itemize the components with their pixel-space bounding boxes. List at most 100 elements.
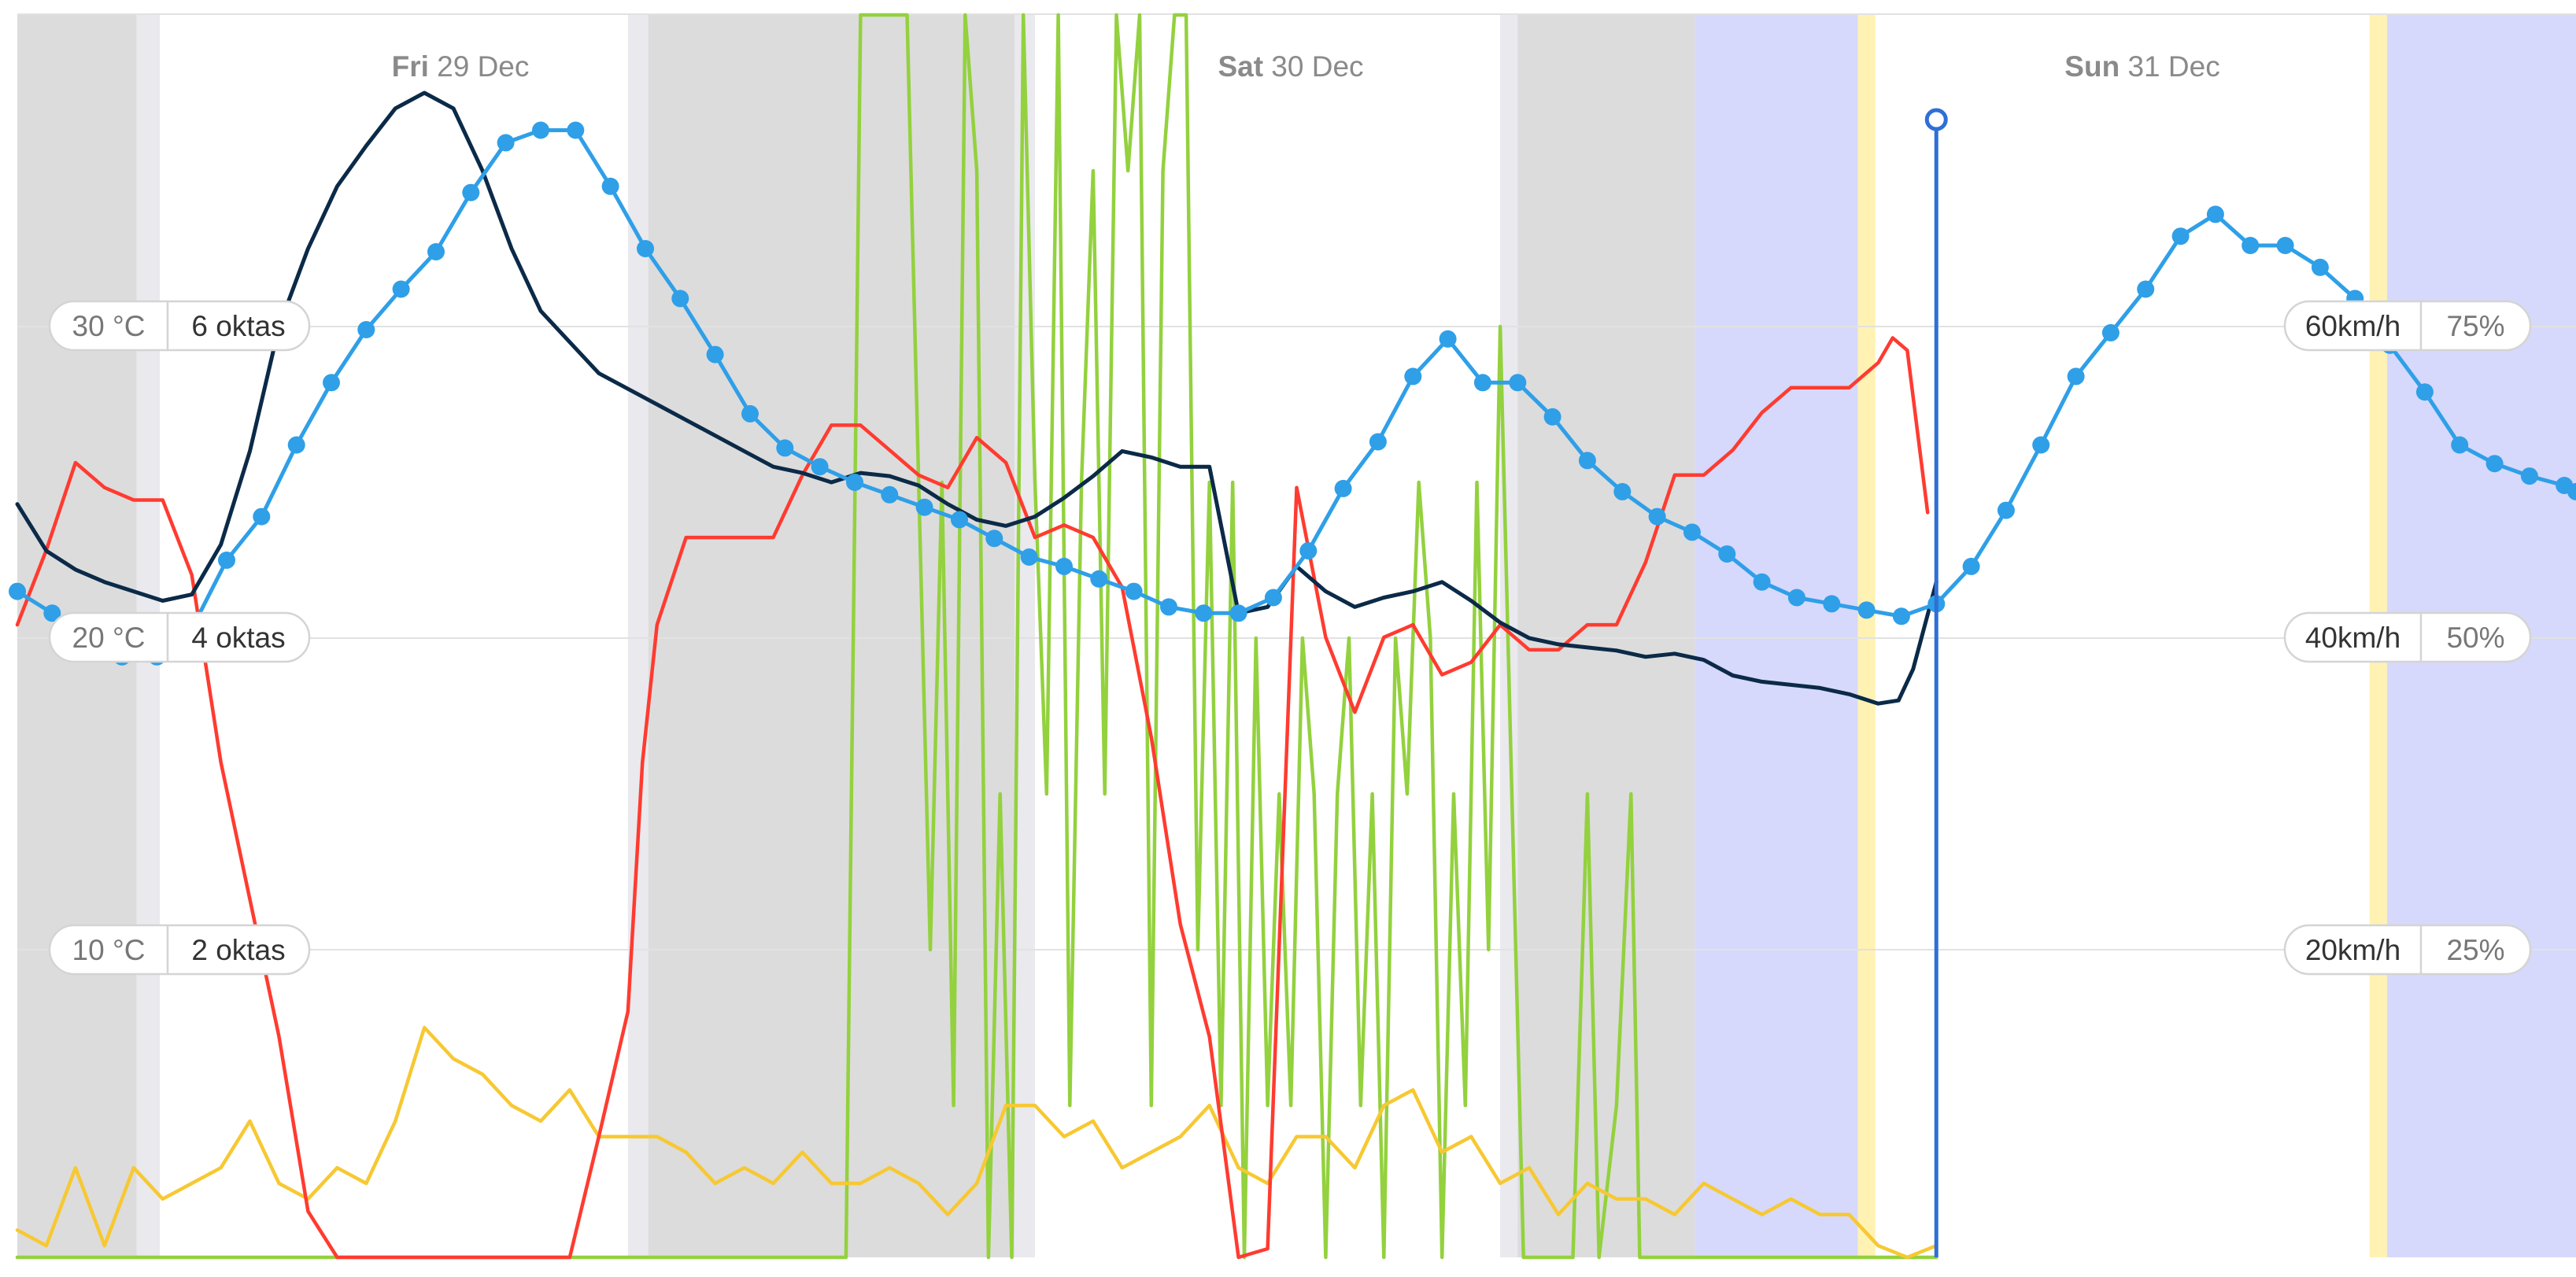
temperature-point [2067, 367, 2085, 386]
temperature-point [287, 436, 305, 454]
temperature-point [427, 243, 445, 260]
temperature-point [43, 604, 61, 622]
right-axis-label-bg [2283, 924, 2532, 976]
temperature-point [462, 183, 480, 201]
left-axis-label-left: 30 °C [72, 310, 146, 342]
day-night-bands [17, 14, 2576, 1257]
temperature-point [601, 177, 619, 195]
temperature-point [1369, 433, 1387, 451]
left-axis-label-right: 2 oktas [191, 934, 285, 966]
temperature-point [846, 474, 863, 491]
left-axis-label: 10 °C 2 oktas [48, 924, 311, 976]
now-marker[interactable] [1924, 108, 1948, 1257]
temperature-point [1090, 570, 1108, 588]
band-night [1517, 14, 1695, 1257]
day-labels: Fri 29 Dec Sat 30 Dec Sun 31 Dec [392, 50, 2220, 83]
temperature-point [2567, 482, 2576, 500]
left-axis-label: 30 °C 6 oktas [48, 300, 311, 352]
temperature-point [1509, 374, 1527, 392]
left-axis-label-left: 20 °C [72, 622, 146, 654]
temperature-point [2485, 455, 2504, 473]
day-label: Sat 30 Dec [1218, 50, 1363, 83]
day-label-date: 30 Dec [1263, 50, 1364, 83]
series-line-humidity-pct [15, 336, 1930, 1260]
temperature-point [706, 345, 724, 364]
temperature-point [1439, 330, 1457, 348]
right-axis-label-right: 75% [2446, 310, 2504, 342]
grid-lines [17, 13, 2576, 950]
temperature-point [881, 485, 899, 504]
right-axis-label: 60km/h 75% [2283, 300, 2532, 352]
band-forecast_night [1695, 14, 1858, 1257]
temperature-point [1648, 507, 1666, 526]
temperature-point [1753, 573, 1771, 591]
temperature-point [1125, 582, 1143, 600]
temperature-point [9, 582, 26, 600]
temperature-point [1404, 367, 1422, 386]
series-line-wind-kmh [15, 1025, 1938, 1260]
temperature-point [915, 498, 933, 516]
plot-background [17, 14, 2576, 1257]
series-line-feels-like-c [15, 90, 1938, 706]
temperature-point [1055, 557, 1073, 575]
temperature-point [741, 404, 759, 423]
temperature-point [2276, 237, 2294, 254]
series-line-cloud-oktas [15, 13, 1938, 1260]
temperature-point [1857, 601, 1876, 619]
temperature-point [253, 507, 271, 526]
temperature-point [218, 552, 235, 569]
temperature-point [2137, 280, 2155, 298]
temperature-point [1543, 408, 1561, 426]
temperature-point [567, 121, 585, 139]
left-axis-label-left: 10 °C [72, 934, 146, 966]
temperature-point [1718, 545, 1736, 563]
temperature-point [1020, 548, 1038, 566]
series-lines [9, 13, 2576, 1260]
temperature-point [1962, 557, 1980, 575]
temperature-point [2206, 205, 2224, 223]
right-axis-label-left: 60km/h [2305, 310, 2400, 342]
left-axis-label-bg [48, 611, 311, 663]
temperature-point [1160, 598, 1177, 616]
right-axis-label: 40km/h 50% [2283, 611, 2532, 663]
temperature-point [323, 374, 340, 392]
right-axis-label: 20km/h 25% [2283, 924, 2532, 976]
temperature-point [951, 511, 968, 529]
temperature-point [2415, 383, 2434, 401]
right-axis-label-bg [2283, 611, 2532, 663]
temperature-point [811, 458, 829, 476]
temperature-point [2451, 436, 2469, 454]
day-label-weekday: Fri [392, 50, 429, 83]
right-axis-label-right: 25% [2446, 934, 2504, 966]
temperature-point [1892, 607, 1910, 626]
axis-labels: 30 °C 6 oktas 20 °C 4 oktas 10 °C 2 oktas 60km… [48, 300, 2532, 976]
temperature-point [1613, 482, 1632, 500]
day-label-weekday: Sun [2064, 50, 2120, 83]
now-handle [1924, 108, 1948, 131]
left-axis-label-bg [48, 924, 311, 976]
day-label: Fri 29 Dec [392, 50, 530, 83]
temperature-point [985, 530, 1003, 548]
temperature-point [357, 321, 375, 338]
temperature-point [776, 439, 794, 457]
day-label-weekday: Sat [1218, 50, 1263, 83]
temperature-point [1299, 542, 1318, 560]
band-twilight [627, 14, 649, 1257]
temperature-point [532, 121, 549, 139]
temperature-point [671, 290, 689, 308]
temperature-point [1195, 604, 1213, 622]
temperature-point [2520, 467, 2538, 485]
right-axis-label-right: 50% [2446, 622, 2504, 654]
temperature-point [1683, 523, 1701, 541]
left-axis-label-bg [48, 300, 311, 352]
temperature-point [1997, 501, 2015, 519]
band-sunrise [1857, 14, 1876, 1257]
left-axis-label-right: 6 oktas [191, 310, 285, 342]
temperature-point [1578, 452, 1596, 470]
day-label: Sun 31 Dec [2064, 50, 2219, 83]
right-axis-label-bg [2283, 300, 2532, 352]
temperature-point [1334, 479, 1352, 497]
day-label-date: 29 Dec [429, 50, 530, 83]
